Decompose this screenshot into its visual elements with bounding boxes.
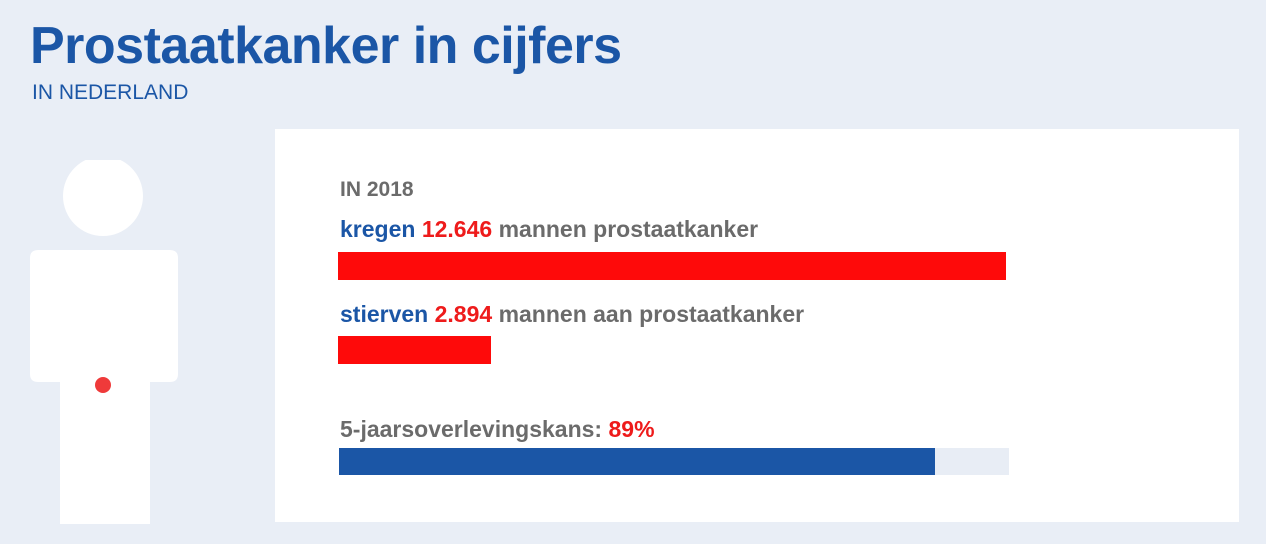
stats-card: IN 2018 kregen 12.646 mannen prostaatkan…: [275, 129, 1239, 522]
year-label: IN 2018: [340, 178, 414, 201]
survival-track: [339, 448, 1009, 475]
survival-label: 5-jaarsoverlevingskans: 89%: [340, 415, 655, 443]
mortality-value-label: 2.894: [434, 301, 493, 327]
incidence-suffix: mannen prostaatkanker: [498, 216, 759, 242]
person-silhouette-icon: [30, 160, 178, 524]
incidence-value-label: 12.646: [421, 216, 493, 242]
page-title: Prostaatkanker in cijfers: [30, 17, 622, 75]
survival-value-label: 89%: [608, 416, 655, 442]
incidence-label: kregen 12.646 mannen prostaatkanker: [340, 215, 758, 243]
incidence-prefix: kregen: [340, 216, 416, 242]
page-subtitle: IN NEDERLAND: [32, 81, 189, 104]
mortality-label: stierven 2.894 mannen aan prostaatkanker: [340, 300, 804, 328]
mortality-bar: [338, 336, 491, 364]
incidence-bar: [338, 252, 1006, 280]
mortality-prefix: stierven: [340, 301, 429, 327]
survival-bar: [339, 448, 936, 475]
figure-head: [63, 160, 143, 236]
prostate-marker-dot-icon: [95, 377, 111, 393]
survival-text: 5-jaarsoverlevingskans:: [340, 416, 603, 442]
mortality-suffix: mannen aan prostaatkanker: [498, 301, 805, 327]
